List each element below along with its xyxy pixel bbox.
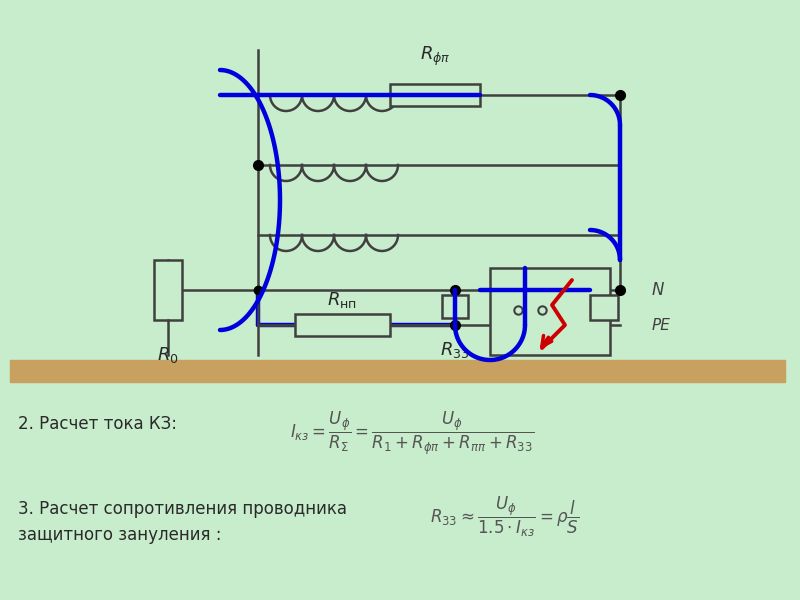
- Bar: [442, 295, 468, 318]
- Text: N: N: [652, 281, 664, 299]
- Text: $I_{\kappa з} = \dfrac{U_\phi}{R_\Sigma} = \dfrac{U_\phi}{R_1 + R_{\phi\pi} + R_: $I_{\kappa з} = \dfrac{U_\phi}{R_\Sigma}…: [290, 410, 534, 457]
- Text: $R_{33} \approx \dfrac{U_\phi}{1.5 \cdot I_{\kappa з}} = \rho \dfrac{l}{S}$: $R_{33} \approx \dfrac{U_\phi}{1.5 \cdot…: [430, 495, 579, 539]
- Text: 2. Расчет тока КЗ:: 2. Расчет тока КЗ:: [18, 415, 177, 433]
- Text: $R_{\phi\pi}$: $R_{\phi\pi}$: [420, 45, 450, 68]
- Text: $R_{\text{нп}}$: $R_{\text{нп}}$: [327, 290, 357, 310]
- Bar: [490, 268, 610, 355]
- Bar: [154, 260, 182, 320]
- Text: $R_{33}$: $R_{33}$: [440, 340, 470, 360]
- Bar: [590, 295, 618, 320]
- Bar: [10, 360, 785, 382]
- Bar: [390, 84, 480, 106]
- Bar: [295, 314, 390, 336]
- Text: PE: PE: [652, 317, 671, 332]
- Text: $R_0$: $R_0$: [157, 345, 179, 365]
- Text: 3. Расчет сопротивления проводника
защитного зануления :: 3. Расчет сопротивления проводника защит…: [18, 500, 347, 544]
